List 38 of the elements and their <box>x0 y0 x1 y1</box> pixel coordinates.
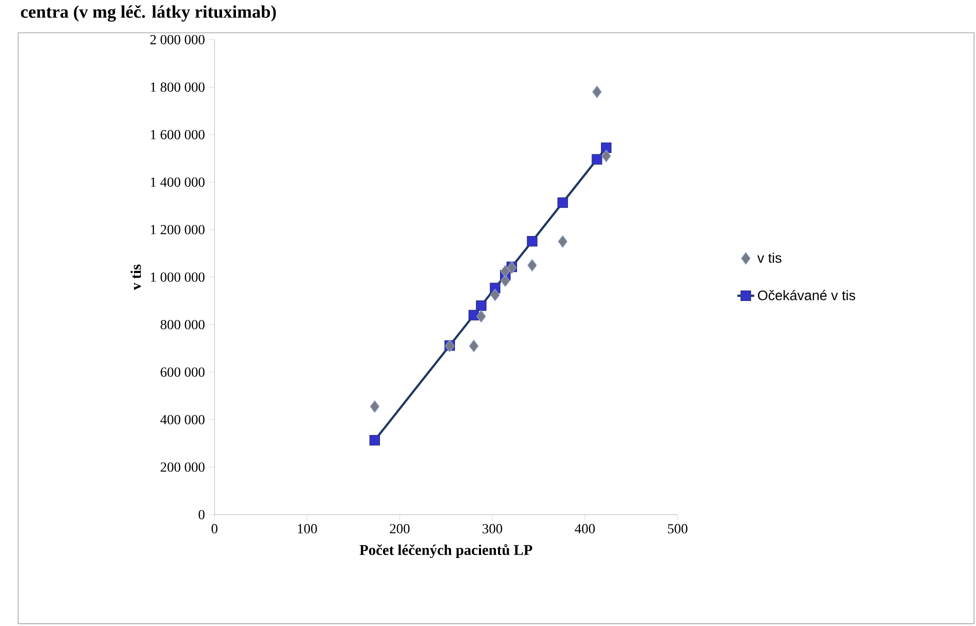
x-tick-label: 300 <box>482 524 502 534</box>
point <box>558 235 568 248</box>
y-tick-label: 2 000 000 <box>150 35 204 44</box>
point <box>526 236 538 247</box>
legend-label: v tis <box>757 252 782 263</box>
y-tick-label: 1 000 000 <box>150 272 204 282</box>
point <box>469 340 479 352</box>
point <box>369 435 380 446</box>
point <box>527 259 537 272</box>
y-tick-label: 800 000 <box>160 320 204 330</box>
y-tick-label: 200 000 <box>160 462 204 472</box>
chart-title: centra (v mg léč. látky rituximab) <box>20 5 276 22</box>
point <box>601 150 611 162</box>
legend-label: Očekávané v tis <box>758 290 856 300</box>
x-tick-label: 100 <box>298 524 317 534</box>
x-tick-label: 500 <box>668 524 688 534</box>
point <box>592 86 602 98</box>
y-tick-label: 1 400 000 <box>150 178 204 187</box>
point <box>490 288 500 302</box>
point <box>500 265 510 278</box>
point <box>500 274 510 288</box>
y-tick-label: 400 000 <box>160 415 204 424</box>
point <box>370 400 380 413</box>
y-tick-label: 600 000 <box>160 368 204 377</box>
point <box>557 197 568 208</box>
y-tick-label: 0 <box>198 510 205 520</box>
point <box>600 142 612 154</box>
y-tick-label: 1 200 000 <box>150 225 204 234</box>
point <box>476 300 486 312</box>
x-tick-label: 400 <box>574 524 595 534</box>
point <box>592 154 602 165</box>
x-tick-label: 0 <box>212 524 218 534</box>
x-tick-label: 200 <box>390 524 410 534</box>
y-axis-title: v tis <box>130 264 141 290</box>
y-tick-label: 1 600 000 <box>150 130 204 140</box>
point <box>476 310 486 323</box>
x-axis-title: Počet léčených pacientů LP <box>360 544 532 558</box>
y-tick-label: 1 800 000 <box>150 82 204 92</box>
